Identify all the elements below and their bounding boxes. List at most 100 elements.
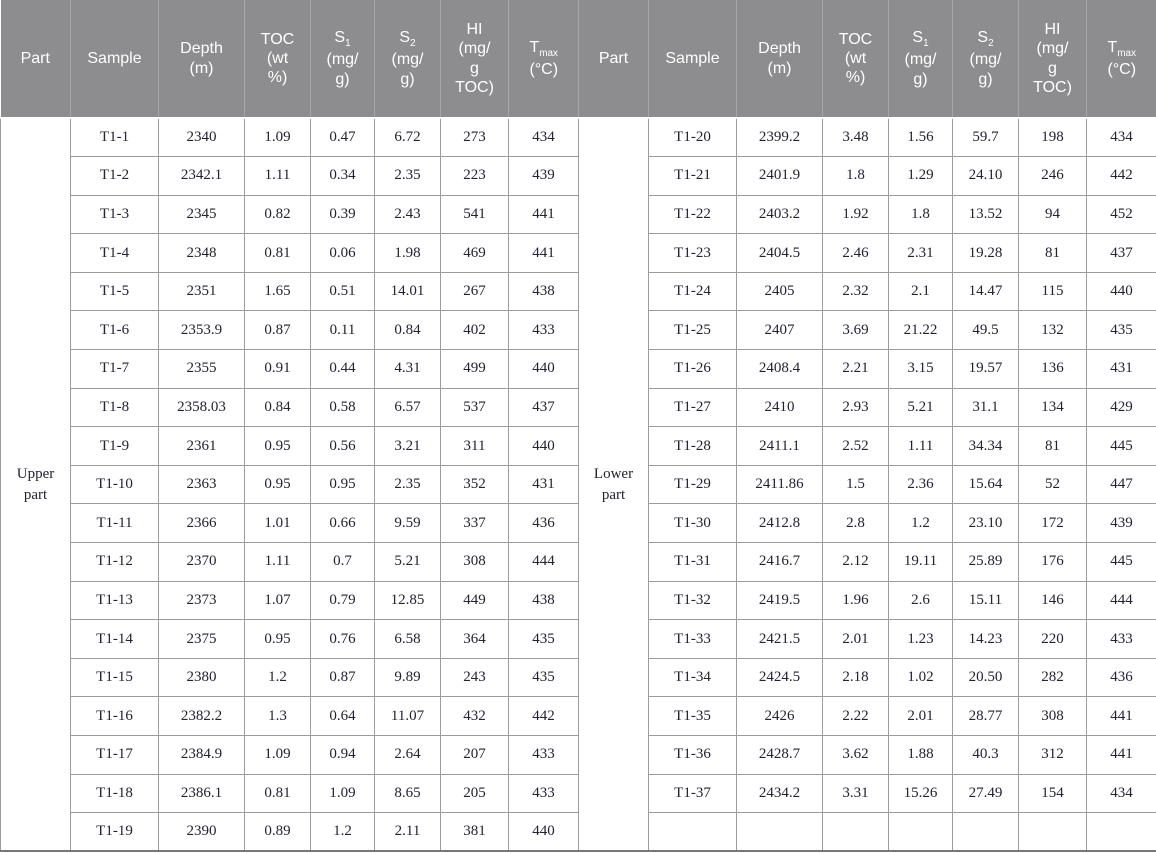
col-header-hi: HI (mg/g TOC)	[1018, 0, 1087, 119]
toc-cell: 0.89	[244, 812, 311, 853]
part-label: Lower part	[578, 118, 649, 853]
s1-cell: 0.06	[310, 233, 375, 273]
hi-cell: 364	[440, 619, 509, 659]
tmax-cell: 439	[1086, 503, 1156, 544]
s1-cell: 0.56	[310, 426, 375, 466]
hi-cell: 146	[1018, 580, 1087, 621]
s2-cell: 19.57	[952, 349, 1019, 389]
hi-cell: 541	[440, 194, 509, 235]
col-header-tmax: Tmax (°C)	[508, 0, 579, 119]
depth-cell: 2390	[158, 812, 245, 853]
hi-cell: 352	[440, 464, 509, 505]
sample-cell	[648, 812, 737, 853]
s1-cell: 1.02	[888, 657, 953, 698]
s2-cell: 12.85	[374, 580, 441, 621]
s2-cell: 15.11	[952, 580, 1019, 621]
toc-cell: 1.8	[822, 156, 889, 196]
toc-cell: 1.11	[244, 542, 311, 582]
col-header-s1: S1 (mg/g)	[888, 0, 953, 119]
col-header-sample: Sample	[648, 0, 737, 119]
table-row: T1-31 2416.7 2.12 19.11 25.89 176 445	[579, 542, 1156, 582]
toc-cell: 1.2	[244, 657, 311, 698]
tmax-cell: 437	[508, 387, 579, 428]
tmax-cell: 438	[508, 271, 579, 312]
s2-cell: 6.58	[374, 619, 441, 659]
s1-cell: 5.21	[888, 387, 953, 428]
s2-cell: 49.5	[952, 310, 1019, 351]
tmax-cell: 436	[508, 503, 579, 544]
hi-cell: 402	[440, 310, 509, 351]
depth-cell: 2384.9	[158, 735, 245, 775]
sample-cell: T1-28	[648, 426, 737, 466]
tmax-cell: 447	[1086, 464, 1156, 505]
sample-cell: T1-6	[70, 310, 159, 351]
depth-cell: 2410	[736, 387, 823, 428]
depth-cell: 2370	[158, 542, 245, 582]
s1-cell: 1.09	[310, 773, 375, 814]
table-row: T1-10 2363 0.95 0.95 2.35 352 431	[1, 464, 579, 505]
s2-cell: 2.35	[374, 156, 441, 196]
depth-cell: 2416.7	[736, 542, 823, 582]
s2-cell: 19.28	[952, 233, 1019, 273]
depth-cell: 2373	[158, 580, 245, 621]
depth-cell: 2351	[158, 271, 245, 312]
sample-cell: T1-17	[70, 735, 159, 775]
tmax-cell: 435	[508, 619, 579, 659]
s2-cell: 31.1	[952, 387, 1019, 428]
s2-cell: 9.59	[374, 503, 441, 544]
s1-cell: 2.36	[888, 464, 953, 505]
toc-cell: 3.31	[822, 773, 889, 814]
toc-cell: 0.95	[244, 426, 311, 466]
table-row: T1-13 2373 1.07 0.79 12.85 449 438	[1, 580, 579, 621]
depth-cell: 2428.7	[736, 735, 823, 775]
toc-cell: 1.11	[244, 156, 311, 196]
sample-cell: T1-20	[648, 118, 737, 158]
table-row: Lower part T1-20 2399.2 3.48 1.56 59.7 198 434	[578, 118, 1156, 853]
sample-cell: T1-5	[70, 271, 159, 312]
toc-cell: 3.48	[822, 118, 889, 158]
s2-cell: 2.43	[374, 194, 441, 235]
depth-cell: 2358.03	[158, 387, 245, 428]
s2-cell: 15.64	[952, 464, 1019, 505]
sample-cell: T1-26	[648, 349, 737, 389]
depth-cell: 2382.2	[158, 696, 245, 736]
table-row: T1-21 2401.9 1.8 1.29 24.10 246 442	[579, 156, 1156, 196]
tmax-cell: 444	[508, 542, 579, 582]
s2-cell: 5.21	[374, 542, 441, 582]
depth-cell: 2345	[158, 194, 245, 235]
toc-cell: 1.96	[822, 580, 889, 621]
depth-cell: 2403.2	[736, 194, 823, 235]
table-row: T1-37 2434.2 3.31 15.26 27.49 154 434	[579, 773, 1156, 814]
part-label: Upper part	[0, 118, 71, 853]
s1-cell: 19.11	[888, 542, 953, 582]
toc-cell: 1.3	[244, 696, 311, 736]
table-row: T1-25 2407 3.69 21.22 49.5 132 435	[579, 310, 1156, 351]
table-row: T1-27 2410 2.93 5.21 31.1 134 429	[579, 387, 1156, 428]
depth-cell: 2386.1	[158, 773, 245, 814]
hi-cell: 311	[440, 426, 509, 466]
depth-cell	[736, 812, 823, 853]
s2-cell: 34.34	[952, 426, 1019, 466]
sample-cell: T1-29	[648, 464, 737, 505]
depth-cell: 2399.2	[736, 118, 823, 158]
s1-cell: 1.88	[888, 735, 953, 775]
s1-cell: 1.56	[888, 118, 953, 158]
toc-cell: 1.07	[244, 580, 311, 621]
sample-cell: T1-23	[648, 233, 737, 273]
table-row: T1-8 2358.03 0.84 0.58 6.57 537 437	[1, 387, 579, 428]
s2-cell: 14.01	[374, 271, 441, 312]
depth-cell: 2353.9	[158, 310, 245, 351]
sample-cell: T1-2	[70, 156, 159, 196]
sample-cell: T1-25	[648, 310, 737, 351]
s2-cell: 28.77	[952, 696, 1019, 736]
hi-cell: 115	[1018, 271, 1087, 312]
hi-cell: 273	[440, 118, 509, 158]
table-row: T1-15 2380 1.2 0.87 9.89 243 435	[1, 657, 579, 698]
sample-cell: T1-16	[70, 696, 159, 736]
sample-cell: T1-15	[70, 657, 159, 698]
hi-cell: 223	[440, 156, 509, 196]
sample-cell: T1-35	[648, 696, 737, 736]
table-row: T1-29 2411.86 1.5 2.36 15.64 52 447	[579, 464, 1156, 505]
table-row: T1-12 2370 1.11 0.7 5.21 308 444	[1, 542, 579, 582]
toc-cell: 2.21	[822, 349, 889, 389]
